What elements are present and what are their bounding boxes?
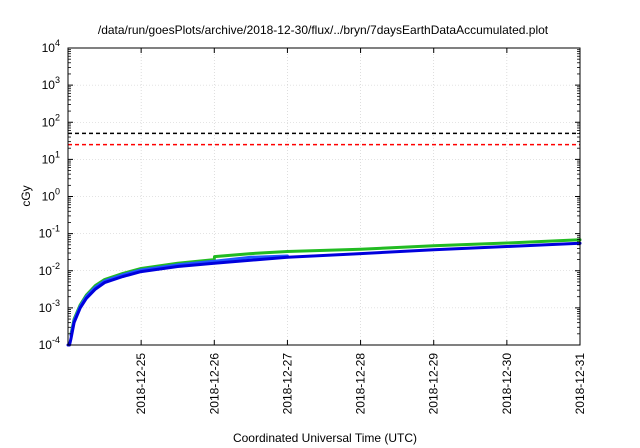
x-axis-label: Coordinated Universal Time (UTC) — [233, 431, 417, 445]
x-tick-label: 2018-12-31 — [573, 353, 587, 415]
y-tick-label: 10-3 — [39, 298, 60, 315]
x-tick-label: 2018-12-30 — [500, 353, 514, 415]
y-tick-label: 100 — [42, 187, 60, 204]
x-tick-label: 2018-12-25 — [134, 353, 148, 415]
y-tick-label: 101 — [42, 149, 60, 166]
y-tick-label: 104 — [42, 38, 60, 55]
series-line — [66, 241, 582, 347]
y-tick-label: 10-4 — [39, 335, 60, 352]
y-axis: 10-4 10-3 10-2 10-1 100 101 102 103 104 — [39, 38, 580, 352]
y-tick-label: 10-2 — [39, 261, 60, 278]
x-tick-label: 2018-12-28 — [354, 353, 368, 415]
y-tick-label: 102 — [42, 112, 60, 129]
y-tick-label: 103 — [42, 75, 60, 92]
x-tick-label: 2018-12-27 — [280, 353, 294, 415]
series-line — [69, 254, 289, 337]
y-tick-label: 10-1 — [39, 224, 60, 241]
chart-title: /data/run/goesPlots/archive/2018-12-30/f… — [98, 23, 549, 37]
x-axis: 2018-12-25 2018-12-26 2018-12-27 2018-12-28… — [134, 48, 587, 414]
x-tick-label: 2018-12-29 — [427, 353, 441, 415]
x-tick-label: 2018-12-26 — [207, 353, 221, 415]
grid — [68, 48, 580, 345]
data-series — [66, 238, 582, 347]
threshold-lines — [68, 132, 580, 146]
y-axis-label: cGy — [19, 185, 33, 206]
